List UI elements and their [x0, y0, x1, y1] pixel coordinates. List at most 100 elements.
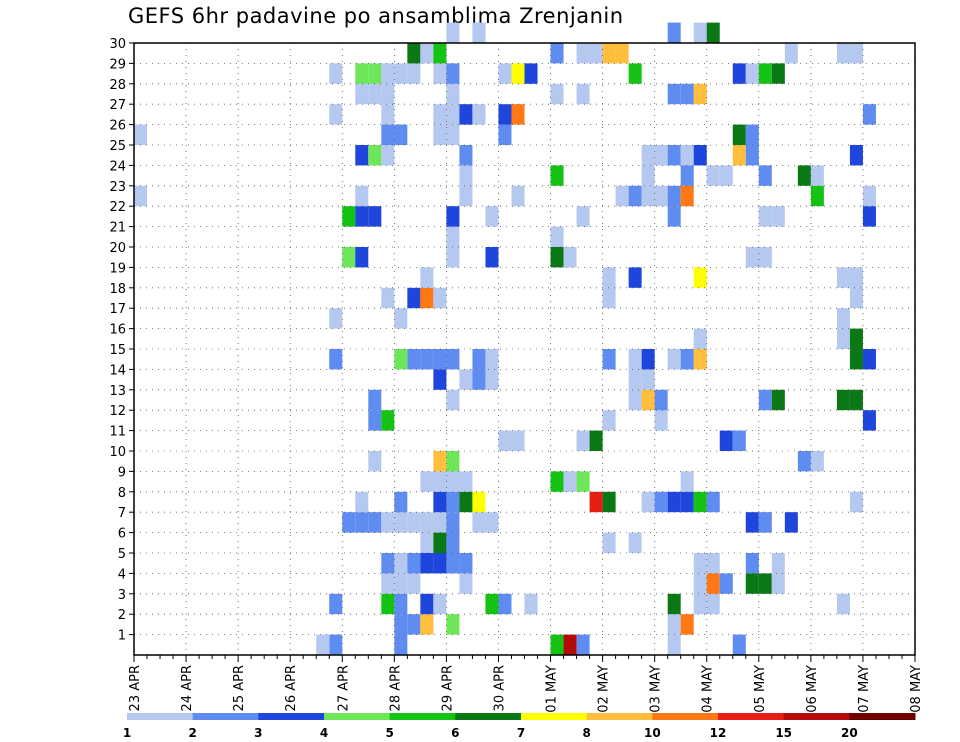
- heatmap-cell: [602, 410, 616, 431]
- y-tick-label: 22: [109, 200, 126, 215]
- heatmap-cell: [381, 553, 395, 574]
- heatmap-cell: [719, 430, 733, 451]
- heatmap-cell: [368, 63, 382, 84]
- heatmap-cell: [446, 471, 460, 492]
- x-tick-label: 02 MAY: [597, 665, 612, 713]
- heatmap-cell: [407, 349, 421, 370]
- heatmap-cell: [550, 165, 564, 186]
- y-tick-label: 15: [109, 343, 126, 358]
- heatmap-cell: [394, 512, 408, 533]
- heatmap-cell: [758, 573, 772, 594]
- y-axis: 1234567891011121314151617181920212223242…: [109, 37, 134, 644]
- heatmap-cell: [654, 410, 668, 431]
- heatmap-cell: [563, 634, 577, 655]
- heatmap-cell: [355, 206, 369, 227]
- heatmap-cell: [862, 104, 876, 125]
- heatmap-cell: [368, 389, 382, 411]
- heatmap-cell: [407, 287, 421, 309]
- heatmap-cell: [771, 206, 785, 227]
- heatmap-cell: [849, 491, 863, 513]
- heatmap-cell: [394, 349, 408, 370]
- heatmap-cell: [446, 491, 460, 513]
- heatmap-cell: [836, 308, 850, 329]
- heatmap-cell: [459, 145, 473, 166]
- heatmap-cell: [589, 43, 603, 64]
- heatmap-cell: [680, 491, 694, 513]
- y-tick-label: 13: [109, 384, 126, 399]
- heatmap-cell: [732, 145, 746, 166]
- heatmap-cell: [810, 451, 824, 472]
- heatmap-cell: [433, 43, 447, 64]
- heatmap-cell: [511, 185, 525, 207]
- heatmap-cell: [433, 512, 447, 533]
- heatmap-cell: [550, 43, 564, 64]
- heatmap-cell: [511, 104, 525, 125]
- heatmap-cell: [420, 593, 434, 615]
- heatmap-cell: [693, 83, 707, 105]
- x-tick-label: 28 APR: [388, 665, 403, 711]
- heatmap-cell: [459, 104, 473, 125]
- heatmap-cell: [407, 553, 421, 574]
- heatmap-cell: [680, 614, 694, 635]
- heatmap-cell: [368, 206, 382, 227]
- heatmap-cell: [433, 451, 447, 472]
- y-tick-label: 30: [109, 37, 126, 52]
- heatmap-cell: [433, 349, 447, 370]
- colorbar-swatch: [127, 713, 194, 720]
- heatmap-cell: [745, 512, 759, 533]
- heatmap-cell: [550, 83, 564, 105]
- heatmap-cell: [420, 349, 434, 370]
- colorbar-label: 2: [188, 726, 196, 740]
- heatmap-cell: [381, 573, 395, 594]
- heatmap-cell: [459, 553, 473, 574]
- heatmap-cell: [342, 247, 356, 268]
- heatmap-cell: [667, 22, 681, 43]
- heatmap-cell: [654, 185, 668, 207]
- colorbar-label: 5: [385, 726, 393, 740]
- heatmap-cell: [849, 389, 863, 411]
- heatmap-cell: [485, 349, 499, 370]
- heatmap-cell: [407, 512, 421, 533]
- heatmap-cell: [693, 145, 707, 166]
- heatmap-cell: [758, 247, 772, 268]
- heatmap-cell: [472, 22, 486, 43]
- chart-title: GEFS 6hr padavine po ansamblima Zrenjani…: [128, 4, 624, 28]
- heatmap-cell: [498, 593, 512, 615]
- heatmap-cell: [732, 63, 746, 84]
- heatmap-cell: [368, 512, 382, 533]
- heatmap-cell: [485, 512, 499, 533]
- heatmap-cell: [381, 83, 395, 105]
- heatmap-cell: [745, 145, 759, 166]
- y-tick-label: 27: [109, 98, 126, 113]
- heatmap-cell: [355, 83, 369, 105]
- x-tick-label: 30 APR: [492, 665, 507, 711]
- heatmap-cell: [433, 287, 447, 309]
- heatmap-cell: [394, 634, 408, 655]
- y-tick-label: 17: [109, 302, 126, 317]
- x-tick-label: 29 APR: [440, 665, 455, 711]
- y-tick-label: 1: [118, 629, 126, 644]
- heatmap-cell: [849, 328, 863, 349]
- x-tick-label: 04 MAY: [701, 665, 716, 713]
- heatmap-cell: [667, 349, 681, 370]
- heatmap-cell: [511, 430, 525, 451]
- x-tick-label: 27 APR: [336, 665, 351, 711]
- heatmap-cells: [134, 22, 876, 655]
- heatmap-cell: [589, 491, 603, 513]
- heatmap-cell: [498, 104, 512, 125]
- heatmap-cell: [472, 491, 486, 513]
- colorbar-swatch: [324, 713, 391, 720]
- heatmap-cell: [433, 471, 447, 492]
- heatmap-cell: [446, 22, 460, 43]
- heatmap-cell: [719, 165, 733, 186]
- heatmap-cell: [654, 389, 668, 411]
- heatmap-cell: [862, 185, 876, 207]
- y-tick-label: 11: [109, 425, 126, 440]
- heatmap-cell: [836, 328, 850, 349]
- heatmap-cell: [576, 471, 590, 492]
- colorbar-swatch: [652, 713, 719, 720]
- heatmap-cell: [706, 491, 720, 513]
- heatmap-cell: [407, 63, 421, 84]
- heatmap-cell: [784, 512, 798, 533]
